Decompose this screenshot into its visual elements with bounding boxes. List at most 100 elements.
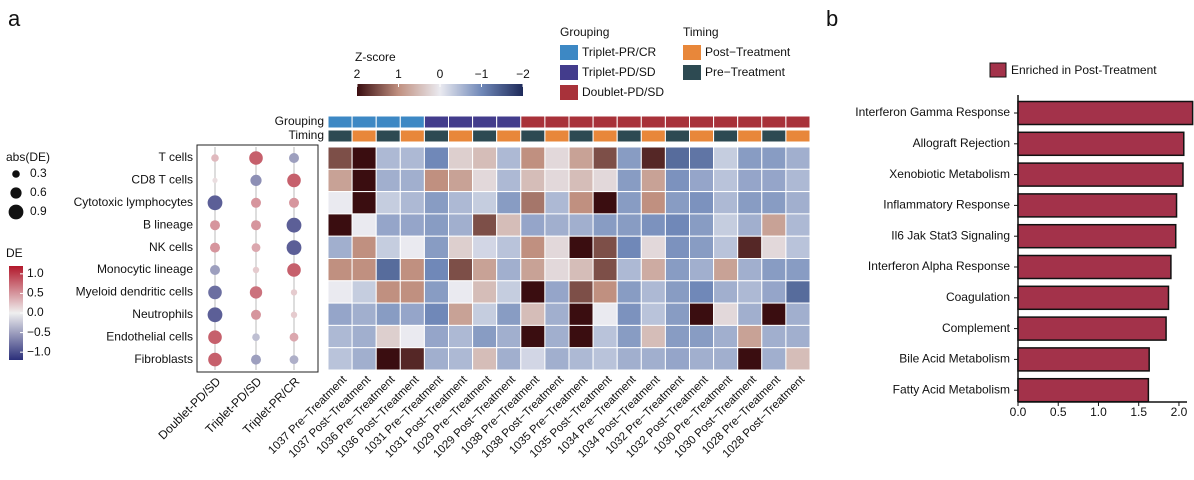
- heatmap-cell: [640, 146, 666, 170]
- bar: [1017, 254, 1172, 280]
- heatmap-cell: [496, 235, 522, 259]
- heatmap-cell: [616, 347, 642, 371]
- dot: [249, 286, 263, 299]
- heatmap-cell: [472, 324, 498, 349]
- heatmap-cell: [544, 168, 570, 193]
- heatmap-cell: [761, 280, 787, 304]
- heatmap-cell: [472, 347, 498, 371]
- annotation-cell: [327, 129, 353, 143]
- heatmap-cell: [399, 213, 425, 237]
- y-tick-label: CD8 T cells: [131, 173, 193, 187]
- heatmap-cell: [592, 280, 618, 304]
- heatmap-cell: [375, 146, 401, 170]
- heatmap-cell: [448, 235, 474, 259]
- legend-label: 0.3: [30, 166, 47, 180]
- colorbar-label: 0.0: [27, 305, 44, 319]
- heatmap-cell: [448, 347, 474, 371]
- heatmap-cell: [375, 191, 401, 215]
- heatmap-cell: [520, 280, 546, 304]
- bar: [1017, 316, 1167, 341]
- heatmap-cell: [616, 258, 642, 282]
- heatmap-cell: [375, 168, 401, 193]
- heatmap-cell: [375, 280, 401, 304]
- heatmap-cell: [351, 324, 377, 349]
- heatmap-cell: [351, 347, 377, 371]
- heatmap-cell: [737, 347, 763, 371]
- annotation-cell: [664, 115, 691, 129]
- heatmap-cell: [761, 347, 787, 371]
- heatmap-cell: [399, 168, 425, 193]
- heatmap-cell: [713, 347, 739, 371]
- heatmap-cell: [448, 280, 474, 304]
- heatmap-cell: [713, 302, 739, 326]
- heatmap-cell: [761, 235, 787, 259]
- annotation-cell: [472, 115, 498, 129]
- heatmap-cell: [472, 302, 498, 326]
- heatmap-cell: [327, 324, 353, 349]
- annotation-cell: [496, 115, 522, 129]
- heatmap-cell: [399, 280, 425, 304]
- heatmap-cell: [785, 258, 811, 282]
- heatmap-cell: [664, 213, 691, 237]
- heatmap-cell: [423, 235, 449, 259]
- heatmap-cell: [496, 258, 522, 282]
- annotation-cell: [689, 129, 715, 143]
- x-tick-label: 2.0: [1171, 405, 1188, 419]
- heatmap-cell: [664, 324, 691, 349]
- heatmap-cell: [664, 168, 691, 193]
- heatmap-cell: [640, 213, 666, 237]
- bar: [1017, 223, 1177, 249]
- x-tick-label: 0.5: [1050, 405, 1067, 419]
- heatmap-cell: [351, 168, 377, 193]
- heatmap-cell: [375, 302, 401, 326]
- heatmap-cell: [448, 324, 474, 349]
- dot: [289, 332, 299, 342]
- x-tick-label: 1.0: [1090, 405, 1107, 419]
- annotation-cell: [544, 129, 570, 143]
- heatmap-cell: [664, 235, 691, 259]
- heatmap-cell: [592, 191, 618, 215]
- heatmap-cell: [592, 146, 618, 170]
- annotation-title: Timing: [288, 128, 324, 142]
- y-tick-label: Bile Acid Metabolism: [899, 352, 1010, 366]
- heatmap-cell: [664, 258, 691, 282]
- heatmap-cell: [327, 258, 353, 282]
- dot: [251, 197, 261, 208]
- heatmap-cell: [689, 280, 715, 304]
- colorbar-label: −1: [475, 67, 489, 81]
- heatmap-cell: [520, 146, 546, 170]
- heatmap-cell: [351, 213, 377, 237]
- heatmap-cell: [399, 302, 425, 326]
- heatmap-cell: [375, 213, 401, 237]
- dot: [251, 309, 261, 320]
- legend-dot: [8, 204, 24, 220]
- annotation-cell: [544, 115, 570, 129]
- annotation-cell: [423, 115, 449, 129]
- heatmap-cell: [327, 213, 353, 237]
- heatmap-cell: [592, 213, 618, 237]
- colorbar-label: 0.5: [27, 286, 44, 300]
- heatmap-cell: [616, 213, 642, 237]
- annotation-cell: [785, 115, 811, 129]
- heatmap-cell: [351, 280, 377, 304]
- dot: [210, 220, 220, 231]
- heatmap-cell: [640, 168, 666, 193]
- heatmap-cell: [785, 213, 811, 237]
- heatmap-cell: [640, 324, 666, 349]
- dot: [252, 333, 260, 342]
- legend-swatch: [989, 62, 1007, 78]
- bar: [1017, 285, 1170, 311]
- legend-label: Doublet-PD/SD: [582, 85, 664, 99]
- heatmap-cell: [737, 146, 763, 170]
- dot: [289, 153, 299, 163]
- heatmap-cell: [785, 146, 811, 170]
- legend-title: Timing: [683, 25, 719, 39]
- dot: [210, 265, 220, 275]
- heatmap-cell: [689, 235, 715, 259]
- heatmap-cell: [496, 347, 522, 371]
- dot-plot-frame: [196, 144, 319, 373]
- heatmap-cell: [568, 258, 594, 282]
- heatmap-cell: [327, 146, 353, 170]
- legend-label: Enriched in Post-Treatment: [1011, 63, 1157, 77]
- heatmap-cell: [448, 191, 474, 215]
